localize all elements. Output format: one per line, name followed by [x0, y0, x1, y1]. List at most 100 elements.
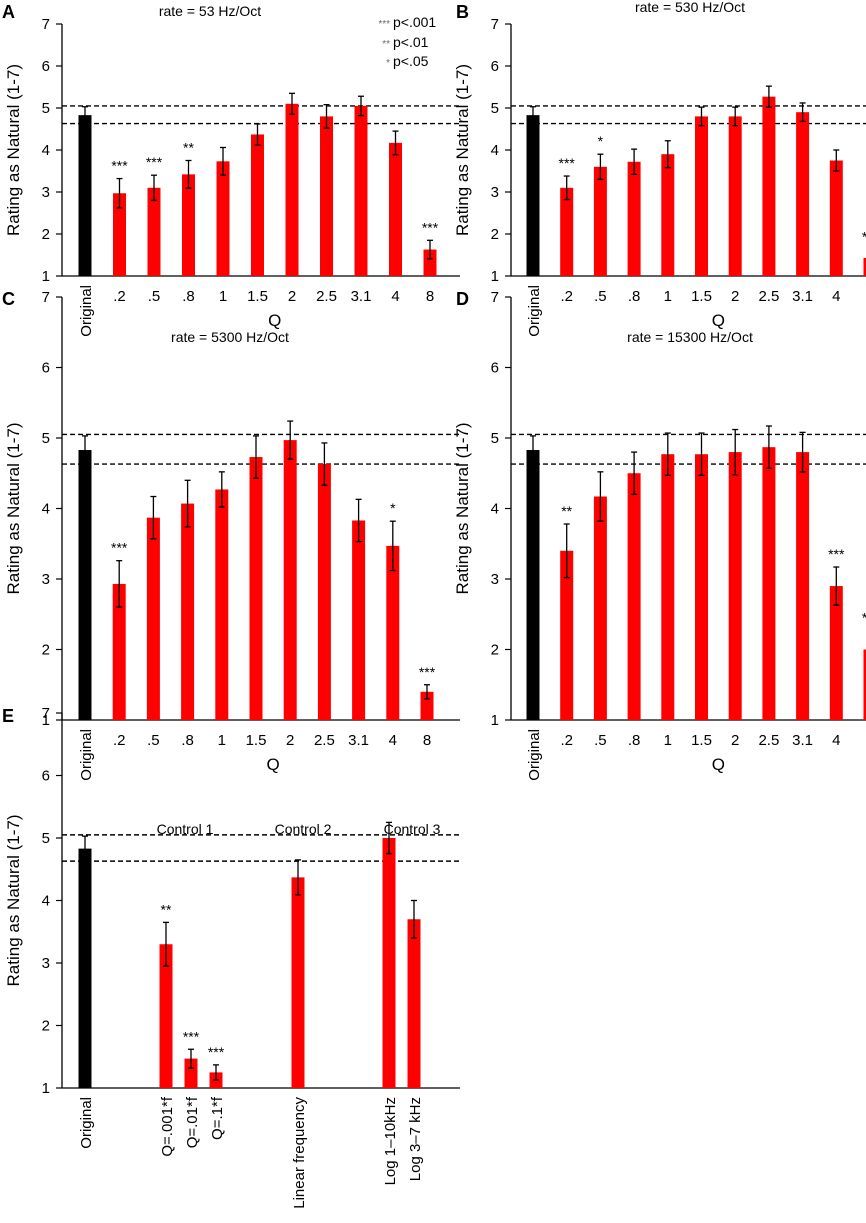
x-axis-label: Q — [268, 311, 281, 330]
y-axis-label: Rating as Natural (1-7) — [4, 64, 23, 236]
x-tick-label: Original — [78, 729, 95, 781]
panel-letter: D — [456, 289, 469, 309]
bar-q — [594, 497, 607, 720]
panel-letter: E — [2, 706, 14, 726]
x-tick-label: 3.1 — [792, 732, 813, 749]
bar-q — [560, 188, 573, 276]
x-tick-label: 1 — [664, 732, 672, 749]
y-tick-label: 4 — [42, 893, 50, 910]
legend-stars: * — [386, 58, 390, 69]
y-tick-label: 6 — [42, 768, 50, 785]
x-tick-label: 2.5 — [316, 288, 337, 305]
bar-q — [661, 454, 674, 720]
x-tick-label: 1.5 — [691, 288, 712, 305]
legend-text: p<.01 — [393, 34, 429, 50]
control-group-label: Control 3 — [384, 821, 441, 837]
bar-q — [292, 877, 305, 1088]
x-tick-label: .8 — [181, 732, 194, 749]
bar-q — [383, 838, 396, 1088]
y-tick-label: 6 — [491, 360, 499, 377]
bar-q — [830, 161, 843, 277]
x-tick-label: 1 — [664, 288, 672, 305]
y-tick-label: 2 — [42, 642, 50, 659]
significance-marker: *** — [419, 664, 436, 680]
y-tick-label: 4 — [42, 142, 50, 159]
bar-q — [389, 143, 402, 276]
bar-q — [762, 97, 775, 276]
y-tick-label: 1 — [491, 268, 499, 285]
x-tick-label: 2 — [286, 732, 294, 749]
y-tick-label: 5 — [42, 430, 50, 447]
x-tick-label: 1 — [219, 288, 227, 305]
significance-marker: *** — [862, 609, 866, 625]
x-tick-label: .2 — [113, 732, 126, 749]
y-tick-label: 6 — [491, 58, 499, 75]
x-tick-label: .2 — [113, 288, 126, 305]
x-tick-label: Log 1–10kHz — [382, 1097, 399, 1185]
bar-q — [352, 520, 365, 720]
bar-q — [695, 454, 708, 720]
legend-stars: ** — [382, 39, 390, 50]
y-axis-label: Rating as Natural (1-7) — [4, 815, 23, 987]
bar-q — [830, 586, 843, 720]
y-tick-label: 7 — [491, 289, 499, 306]
bar-q — [408, 919, 421, 1088]
bar-q — [661, 154, 674, 276]
x-tick-label: .8 — [628, 732, 641, 749]
control-group-label: Control 1 — [157, 821, 214, 837]
y-tick-label: 1 — [42, 1080, 50, 1097]
panel-letter: A — [2, 2, 15, 22]
y-tick-label: 7 — [491, 16, 499, 33]
x-tick-label: Linear frequency — [291, 1097, 308, 1209]
y-tick-label: 3 — [42, 184, 50, 201]
x-tick-label: 8 — [426, 288, 434, 305]
bar-original — [79, 115, 92, 276]
y-tick-label: 7 — [42, 705, 50, 722]
y-tick-label: 3 — [491, 571, 499, 588]
x-tick-label: 1.5 — [247, 288, 268, 305]
bar-q — [318, 464, 331, 720]
legend-stars: *** — [378, 19, 390, 30]
y-tick-label: 5 — [491, 100, 499, 117]
x-tick-label: Original — [78, 1097, 95, 1149]
y-tick-label: 6 — [42, 58, 50, 75]
bar-q — [695, 116, 708, 276]
y-tick-label: 2 — [42, 1018, 50, 1035]
x-tick-label: .8 — [182, 288, 195, 305]
x-tick-label: .5 — [594, 732, 607, 749]
x-tick-label: Q=.001*f — [159, 1096, 176, 1156]
y-tick-label: 4 — [491, 142, 499, 159]
chart-title: rate = 530 Hz/Oct — [635, 0, 745, 15]
bar-original — [527, 450, 540, 720]
bar-q — [286, 104, 299, 276]
x-tick-label: .2 — [560, 288, 573, 305]
bar-original — [527, 115, 540, 276]
significance-marker: *** — [208, 1044, 225, 1060]
y-tick-label: 7 — [42, 289, 50, 306]
bar-q — [628, 473, 641, 720]
control-group-label: Control 2 — [275, 821, 332, 837]
y-tick-label: 7 — [42, 16, 50, 33]
x-axis-label: Q — [266, 755, 279, 774]
x-tick-label: 2 — [731, 732, 739, 749]
y-tick-label: 3 — [42, 571, 50, 588]
bar-q — [386, 546, 399, 720]
bar-q — [147, 518, 160, 720]
y-tick-label: 2 — [491, 226, 499, 243]
significance-marker: * — [390, 500, 396, 516]
significance-marker: *** — [828, 546, 845, 562]
y-tick-label: 3 — [491, 184, 499, 201]
bar-q — [796, 112, 809, 276]
bar-q — [729, 116, 742, 276]
y-tick-label: 1 — [491, 712, 499, 729]
chart-title: rate = 5300 Hz/Oct — [171, 329, 289, 345]
y-tick-label: 5 — [42, 100, 50, 117]
x-tick-label: 8 — [423, 732, 431, 749]
bar-q — [251, 134, 264, 276]
x-tick-label: 2.5 — [758, 732, 779, 749]
panel-letter: C — [2, 289, 15, 309]
chart-title: rate = 53 Hz/Oct — [159, 3, 261, 19]
x-tick-label: 3.1 — [351, 288, 372, 305]
